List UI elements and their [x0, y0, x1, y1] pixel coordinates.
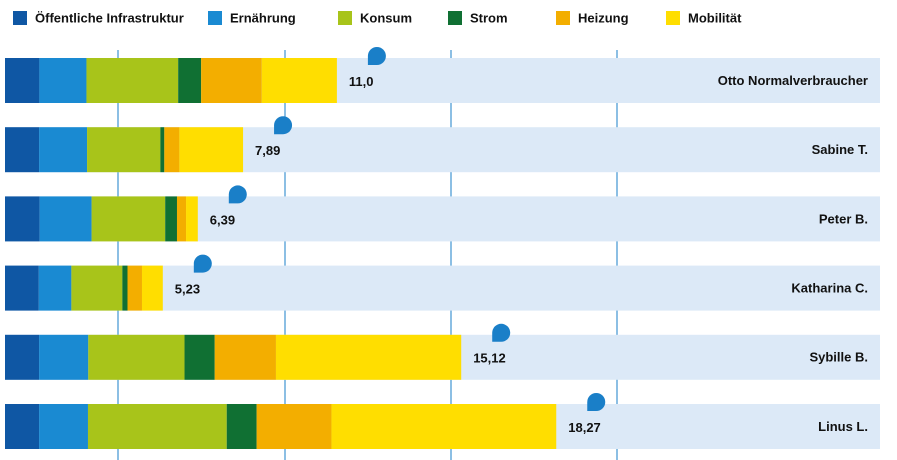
total-pin: [367, 47, 386, 65]
bar-segment: [39, 196, 92, 242]
bar-segment: [71, 265, 123, 311]
category-label: Otto Normalverbraucher: [718, 73, 868, 88]
total-pin: [492, 323, 511, 342]
bar-segment: [87, 127, 161, 173]
bar-segment: [164, 127, 180, 173]
bar-segment: [5, 127, 40, 173]
bar-segment: [5, 196, 40, 242]
bar-segment: [122, 265, 128, 311]
bar-segment: [179, 127, 244, 173]
bar-segment: [226, 404, 257, 449]
bar-segment: [39, 334, 89, 380]
total-label: 15,12: [473, 351, 506, 366]
bar-segment: [178, 58, 202, 103]
category-label: Sybille B.: [809, 350, 868, 365]
legend-label: Ernährung: [230, 10, 296, 25]
total-label: 5,23: [175, 282, 200, 297]
total-pin: [274, 116, 293, 135]
category-label: Katharina C.: [791, 281, 868, 296]
legend-swatch: [666, 11, 680, 25]
bar-segment: [39, 404, 88, 449]
bar-segment: [5, 404, 40, 449]
bar-segment: [127, 265, 142, 311]
bar-segment: [88, 334, 185, 380]
total-pin: [193, 254, 212, 273]
bar-segment: [256, 404, 332, 449]
bar-segment: [39, 58, 87, 103]
legend-swatch: [448, 11, 462, 25]
bar-segment: [261, 58, 337, 103]
bar-segment: [214, 334, 276, 380]
total-pin: [228, 185, 247, 204]
legend-swatch: [338, 11, 352, 25]
total-pin: [587, 393, 606, 411]
bar-segment: [5, 334, 40, 380]
legend-label: Strom: [470, 10, 508, 25]
bar-segment: [176, 196, 187, 242]
total-label: 7,89: [255, 143, 280, 158]
bar-segment: [86, 58, 179, 103]
bar-segment: [39, 127, 88, 173]
bar-segment: [141, 265, 163, 311]
bar-segment: [5, 265, 39, 311]
bar-segment: [5, 58, 40, 103]
category-label: Sabine T.: [812, 142, 868, 157]
bar-segment: [331, 404, 557, 449]
legend-label: Konsum: [360, 10, 412, 25]
total-label: 18,27: [568, 420, 601, 435]
bar-segment: [184, 334, 215, 380]
total-label: 6,39: [210, 212, 235, 227]
legend-swatch: [13, 11, 27, 25]
bar-segment: [87, 404, 227, 449]
legend-label: Öffentliche Infrastruktur: [35, 10, 184, 25]
bar-segment: [165, 196, 177, 242]
legend-swatch: [556, 11, 570, 25]
legend-label: Heizung: [578, 10, 629, 25]
bar-segment: [186, 196, 198, 242]
bar-segment: [38, 265, 72, 311]
bar-segment: [201, 58, 262, 103]
bar-segment: [91, 196, 166, 242]
legend-label: Mobilität: [688, 10, 742, 25]
total-label: 11,0: [349, 74, 374, 89]
legend-swatch: [208, 11, 222, 25]
bar-segment: [275, 334, 462, 380]
bar-segment: [160, 127, 165, 173]
category-label: Peter B.: [819, 211, 868, 226]
category-label: Linus L.: [818, 419, 868, 434]
grid-decor: [117, 50, 618, 460]
